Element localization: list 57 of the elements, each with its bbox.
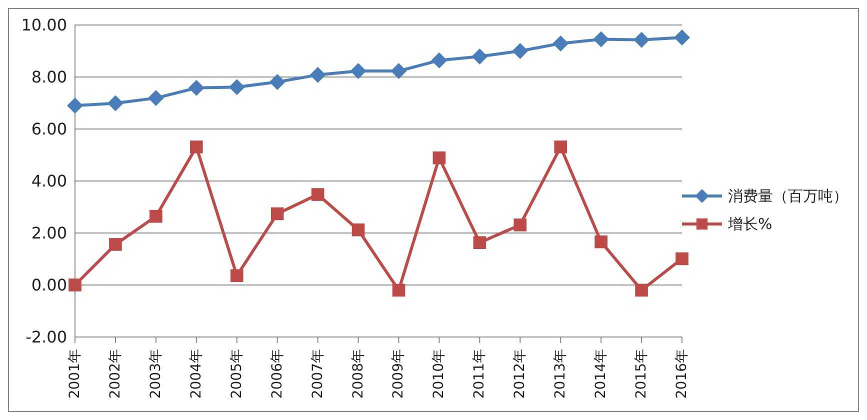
y-tick-label: 10.00 [21,16,67,35]
point [310,66,326,83]
x-tick-label: 2010年 [431,349,448,399]
point [68,278,82,292]
point [150,210,162,223]
point [107,95,124,112]
point [352,223,365,236]
point [188,80,204,96]
y-tick-label: 6.00 [31,120,67,139]
x-tick-label: 2001年 [67,349,83,399]
point [392,284,406,297]
y-tick-label: -2.00 [26,328,67,347]
point [350,63,366,80]
point [676,252,688,266]
x-tick-label: 2008年 [350,349,366,399]
y-tick-label: 4.00 [31,172,67,191]
point [554,140,567,154]
point [390,63,407,80]
x-tick-label: 2012年 [512,349,528,399]
x-tick-label: 2006年 [269,349,286,399]
point [594,235,608,248]
y-tick-label: 8.00 [31,68,67,87]
point [512,43,528,59]
x-tick-label: 2011年 [472,349,488,399]
point [472,48,488,64]
point [593,31,610,48]
x-tick-label: 2015年 [634,349,650,399]
point [148,90,164,106]
point [431,52,448,68]
point [270,207,284,220]
point [67,98,83,114]
legend-label: 增长% [728,214,772,235]
point [311,188,324,201]
point [228,79,245,96]
x-tick-label: 2004年 [188,349,204,399]
point [635,284,648,297]
x-tick-label: 2014年 [593,349,610,399]
point [634,32,650,48]
point [190,140,203,154]
x-tick-label: 2003年 [148,349,164,399]
point [473,236,486,250]
point [269,74,286,90]
x-tick-label: 2016年 [674,349,690,399]
x-tick-label: 2007年 [310,349,326,399]
point [432,151,446,164]
y-tick-label: 2.00 [31,224,67,243]
point [230,269,244,282]
y-tick-label: 0.00 [31,276,67,295]
x-tick-label: 2009年 [390,349,407,399]
point [552,35,569,52]
point [514,218,527,232]
legend-label: 消费量（百万吨） [728,186,848,207]
x-tick-label: 2005年 [228,349,245,399]
point [674,29,690,46]
x-tick-label: 2013年 [552,349,569,399]
point [109,238,122,251]
x-tick-label: 2002年 [107,349,124,399]
